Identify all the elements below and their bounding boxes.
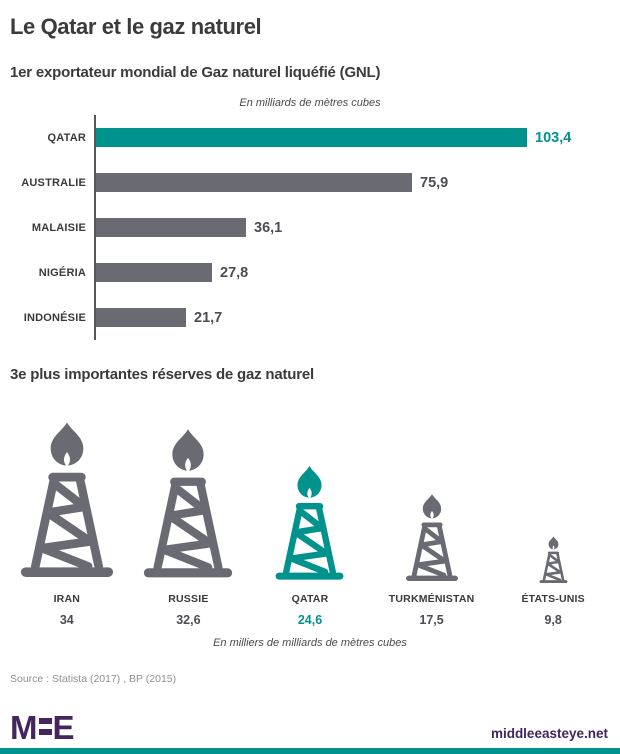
bar-category-label: INDONÉSIE (23, 311, 86, 324)
reserve-country-label: TURKMÉNISTAN (388, 593, 475, 605)
export-chart-title: 1er exportateur mondial de Gaz naturel l… (10, 64, 381, 81)
reserve-country-label: ÉTATS-UNIS (521, 593, 585, 605)
bar-area: 75,9 (94, 160, 620, 205)
bar-row: AUSTRALIE 75,9 (8, 160, 620, 205)
bar (96, 308, 186, 327)
mee-logo-letter-m: M (10, 709, 37, 746)
bar-value: 27,8 (220, 264, 249, 281)
gas-derrick-icon (142, 429, 234, 586)
reserves-pictogram: IRAN 34 RUSSIE 32,6 QATAR 24,6 TURKMÉNISTAN 17,… (0, 387, 620, 627)
reserve-value: 17,5 (419, 613, 444, 627)
reserve-value: 24,6 (297, 613, 323, 627)
bar-category-label: QATAR (47, 131, 86, 144)
source-credit: Source : Statista (2017) , BP (2015) (10, 673, 177, 685)
export-chart-unit-caption: En milliards de mètres cubes (239, 97, 381, 109)
bar-category-label: AUSTRALIE (21, 176, 86, 189)
bar (96, 263, 212, 282)
bar-value: 21,7 (194, 309, 223, 326)
bar (96, 128, 527, 147)
bar-row: INDONÉSIE 21,7 (8, 295, 620, 340)
bar-area: 103,4 (94, 115, 620, 160)
website-url: middleeasteye.net (490, 726, 608, 741)
reserve-value: 32,6 (176, 613, 201, 627)
export-bar-rows: QATAR 103,4 AUSTRALIE 75,9 MALAISIE 36,1 NIGÉR… (8, 115, 620, 340)
reserve-item: RUSSIE 32,6 (128, 387, 250, 627)
gas-derrick-icon (19, 422, 115, 586)
mee-logo-letter-e: E (52, 709, 75, 746)
bar-value: 103,4 (535, 129, 572, 146)
footer: M E middleeasteye.net (10, 709, 608, 746)
reserve-item: ÉTATS-UNIS 9,8 (492, 387, 614, 627)
gas-derrick-icon (274, 466, 345, 586)
page-title: Le Qatar et le gaz naturel (10, 14, 262, 39)
bar-value: 75,9 (420, 174, 449, 191)
bar-category-label: MALAISIE (31, 221, 86, 234)
mee-logo-bars-icon (38, 718, 52, 735)
brand-bottom-bar (0, 748, 620, 754)
reserve-value: 34 (59, 613, 74, 627)
reserve-country-label: QATAR (291, 593, 329, 605)
reserve-item: QATAR 24,6 (249, 387, 371, 627)
reserves-unit-caption: En milliers de milliards de mètres cubes (213, 637, 407, 649)
mee-logo: M E (10, 709, 75, 746)
bar-area: 36,1 (94, 205, 620, 250)
bar-row: MALAISIE 36,1 (8, 205, 620, 250)
reserve-value: 9,8 (544, 613, 562, 627)
reserve-country-label: IRAN (53, 593, 81, 605)
bar-category-label: NIGÉRIA (38, 266, 86, 279)
reserve-item: IRAN 34 (6, 387, 128, 627)
bar (96, 173, 412, 192)
gas-derrick-icon (405, 494, 459, 586)
bar-area: 21,7 (94, 295, 620, 340)
bar-row: NIGÉRIA 27,8 (8, 250, 620, 295)
bar-value: 36,1 (254, 219, 283, 236)
reserves-chart-title: 3e plus importantes réserves de gaz natu… (10, 366, 315, 383)
export-bar-chart: QATAR 103,4 AUSTRALIE 75,9 MALAISIE 36,1 NIGÉR… (8, 115, 620, 340)
reserve-country-label: RUSSIE (168, 593, 209, 605)
bar-area: 27,8 (94, 250, 620, 295)
reserve-item: TURKMÉNISTAN 17,5 (371, 387, 493, 627)
gas-derrick-icon (539, 536, 568, 586)
bar (96, 218, 246, 237)
bar-row: QATAR 103,4 (8, 115, 620, 160)
